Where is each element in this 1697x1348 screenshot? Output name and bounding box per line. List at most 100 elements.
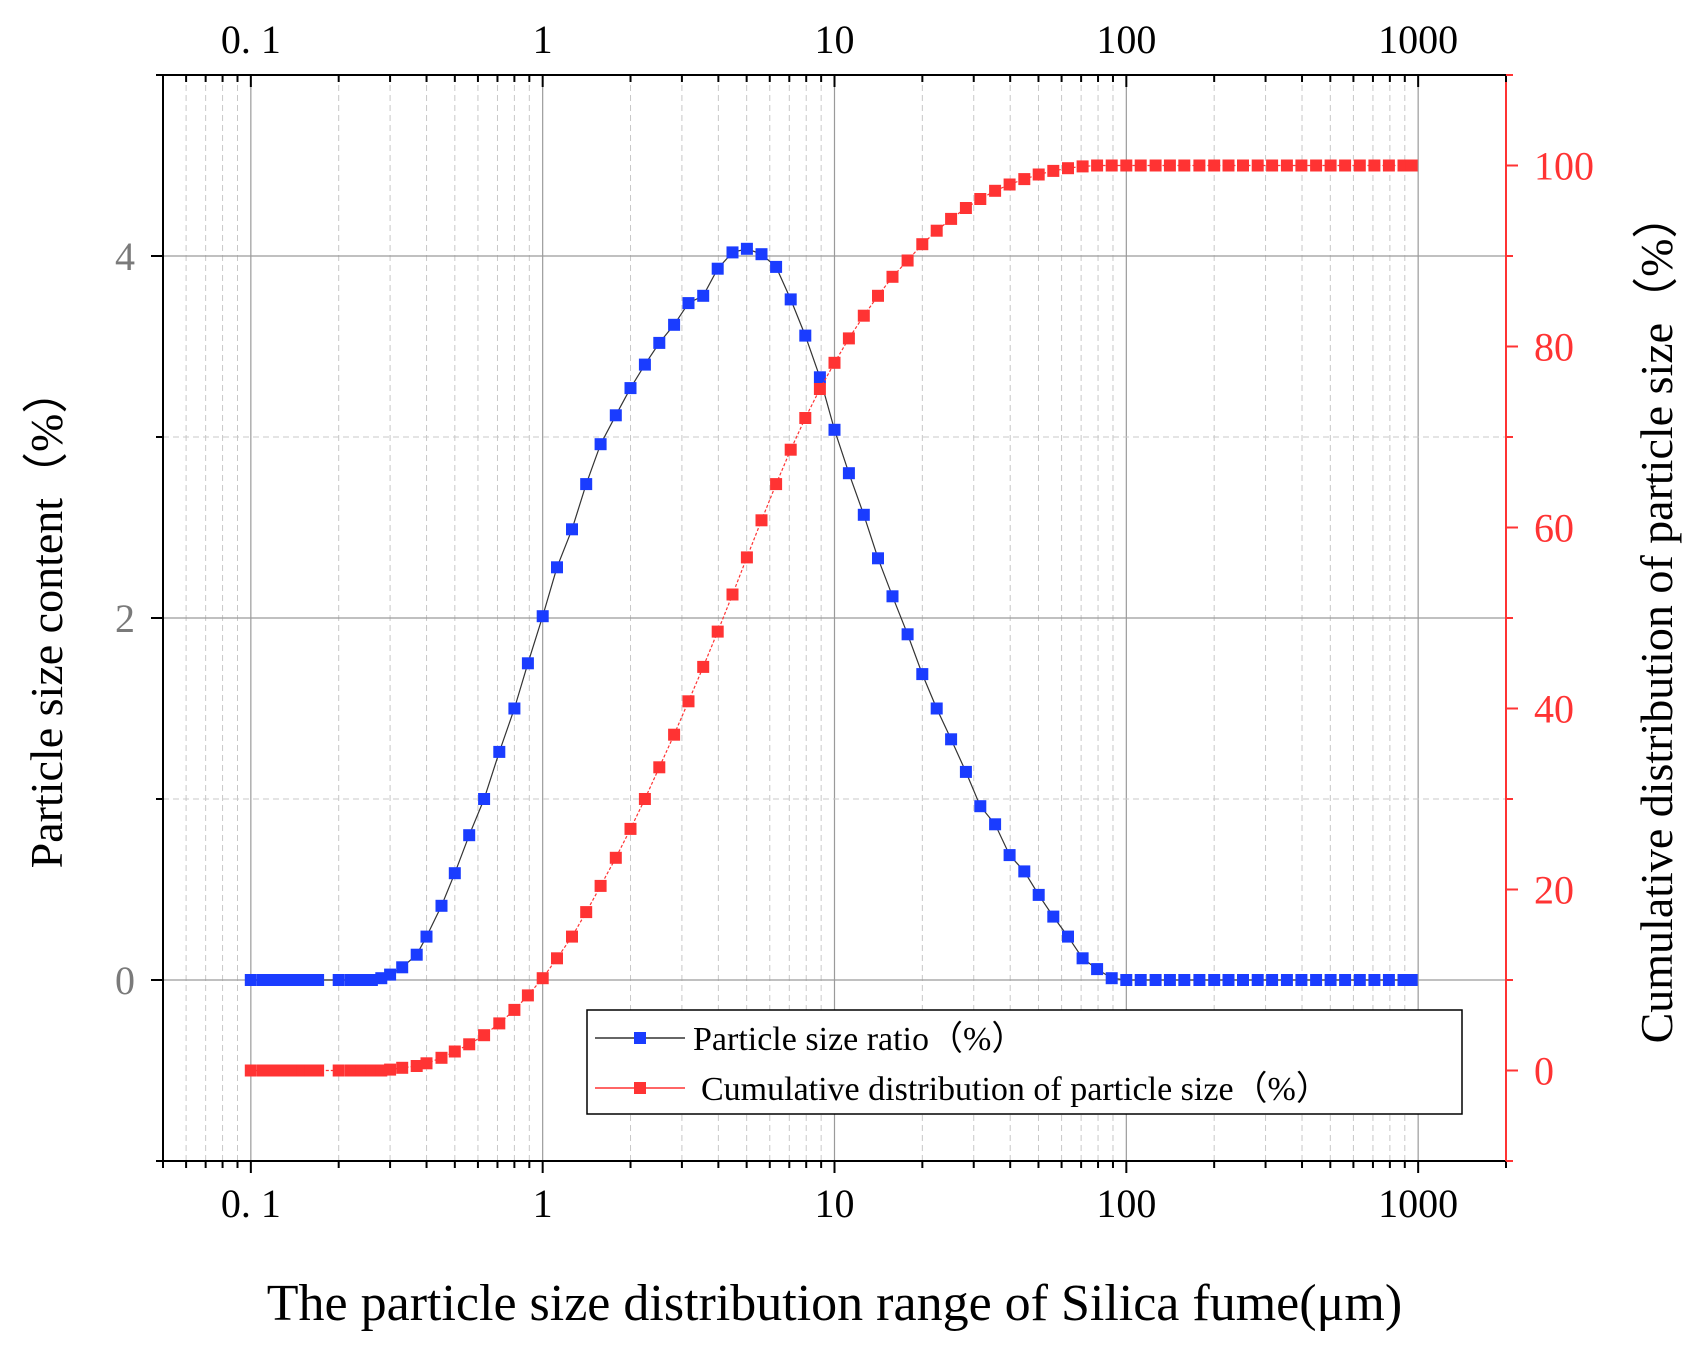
series-1-point [872, 552, 884, 565]
series-2-point [420, 1057, 433, 1070]
series-1-point [1251, 974, 1264, 986]
series-1-point [1280, 974, 1293, 986]
series-1-point [244, 974, 257, 986]
series-1-point [959, 765, 972, 778]
series-2-point [1382, 159, 1395, 172]
series-2-point [1149, 159, 1162, 172]
series-2-point [1032, 168, 1045, 181]
series-2-point [435, 1051, 448, 1064]
series-1-point [435, 899, 448, 912]
series-2-point [930, 224, 943, 237]
series-2-point [1091, 159, 1104, 172]
series-2-point [594, 879, 607, 892]
series-1-point [653, 336, 666, 349]
series-1-point [668, 318, 681, 331]
series-1-point [1266, 974, 1279, 986]
series-2-point [916, 238, 929, 251]
series-2-point [668, 728, 681, 741]
series-1-point [493, 745, 506, 758]
series-1-point [697, 289, 710, 302]
y2-tick-label: 0 [1534, 1049, 1554, 1094]
series-2-point [396, 1061, 409, 1074]
series-2-point [624, 822, 637, 835]
series-1-point [740, 242, 753, 255]
series-1-point [1134, 974, 1147, 986]
series-2-point [989, 184, 1002, 197]
series-2-point [410, 1060, 423, 1072]
series-1-point [609, 409, 622, 422]
series-1-point [1003, 849, 1016, 862]
series-2-point [1295, 159, 1308, 172]
series-1-point [916, 668, 929, 681]
series-1-point [1237, 974, 1249, 986]
series-1-point [682, 297, 695, 310]
series-1-point [624, 382, 637, 395]
series-2-point [682, 695, 695, 708]
series-1-point [1178, 974, 1191, 986]
series-2-point [959, 202, 972, 214]
series-2-point [1251, 159, 1264, 172]
x-tick-label-top: 10 [815, 17, 855, 62]
series-2-point [726, 588, 739, 601]
series-2-point [1280, 159, 1293, 172]
series-1-point [945, 733, 958, 746]
series-2-point [1018, 173, 1031, 186]
series-1-point [344, 974, 357, 986]
series-1-point [638, 358, 651, 371]
x-axis-title: The particle size distribution range of … [267, 1275, 1402, 1332]
ticks [151, 74, 1518, 1173]
y2-tick-label: 20 [1534, 868, 1574, 913]
series-2-point [1003, 178, 1016, 191]
series-2-point [312, 1064, 325, 1077]
series-layer [244, 159, 1418, 1077]
series-2-point [842, 332, 855, 345]
legend-box [586, 1009, 1463, 1115]
series-2-point [813, 383, 826, 395]
series-2-point [740, 551, 753, 564]
y-tick-label: 2 [115, 596, 135, 641]
series-1-point [1149, 974, 1162, 986]
series-1-point [930, 702, 943, 715]
series-2-point [609, 851, 622, 864]
series-1-point [813, 371, 826, 384]
series-2-point [521, 989, 534, 1002]
series-2-point [770, 478, 783, 491]
x-tick-label-bottom: 10 [815, 1181, 855, 1226]
series-1-point [1353, 974, 1366, 986]
series-2-point [278, 1064, 291, 1077]
x-tick-label-top: 1000 [1378, 17, 1458, 62]
series-2-point [355, 1064, 368, 1077]
series-1-point [478, 793, 491, 805]
series-1-point [1324, 974, 1337, 986]
y-axis-title: Particle size content（%） [21, 368, 72, 869]
series-2-point [886, 270, 899, 283]
series-2-point [551, 952, 563, 965]
series-2 [244, 159, 1418, 1077]
series-2-point [1208, 159, 1221, 172]
series-1-point [278, 974, 291, 986]
series-2-point [857, 309, 870, 322]
series-2-point [1134, 159, 1147, 172]
series-1-point [711, 262, 724, 275]
series-1-point [268, 974, 280, 986]
series-2-point [1324, 159, 1337, 172]
series-2-point [828, 356, 841, 369]
series-2-point [638, 793, 651, 805]
tick-labels: 0. 10. 111101010010010001000024020406080… [115, 17, 1594, 1226]
series-1-point [799, 329, 812, 342]
series-2-point [1120, 159, 1133, 172]
series-2-point [256, 1064, 269, 1077]
series-1-point [410, 948, 423, 961]
series-1-point [1310, 974, 1323, 986]
series-1-point [1339, 974, 1352, 986]
series-2-point [1076, 160, 1089, 173]
y2-tick-label: 60 [1534, 506, 1574, 551]
series-1-point [448, 867, 461, 880]
series-1-point [355, 974, 368, 986]
series-1-point [901, 628, 914, 641]
legend-label-1: Particle size ratio（%） [693, 1020, 1025, 1058]
series-2-point [945, 212, 958, 225]
x-tick-label-top: 100 [1096, 17, 1156, 62]
